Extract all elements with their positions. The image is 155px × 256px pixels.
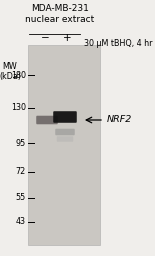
Text: 72: 72 (16, 167, 26, 176)
Text: 43: 43 (16, 218, 26, 227)
Bar (28, 45, 100, 245)
Text: 30 μM tBHQ, 4 hr: 30 μM tBHQ, 4 hr (84, 38, 152, 48)
FancyBboxPatch shape (36, 116, 58, 124)
Text: 55: 55 (16, 194, 26, 202)
Text: MDA-MB-231: MDA-MB-231 (31, 4, 89, 13)
Text: MW
(kDa): MW (kDa) (0, 62, 21, 81)
FancyBboxPatch shape (55, 129, 75, 135)
Text: NRF2: NRF2 (107, 114, 132, 123)
FancyBboxPatch shape (53, 111, 77, 123)
Text: 130: 130 (11, 103, 26, 112)
Text: +: + (63, 33, 71, 43)
Text: −: − (41, 33, 49, 43)
Text: 180: 180 (11, 70, 26, 80)
Text: nuclear extract: nuclear extract (25, 15, 95, 24)
Text: 95: 95 (16, 138, 26, 147)
FancyBboxPatch shape (57, 136, 73, 142)
